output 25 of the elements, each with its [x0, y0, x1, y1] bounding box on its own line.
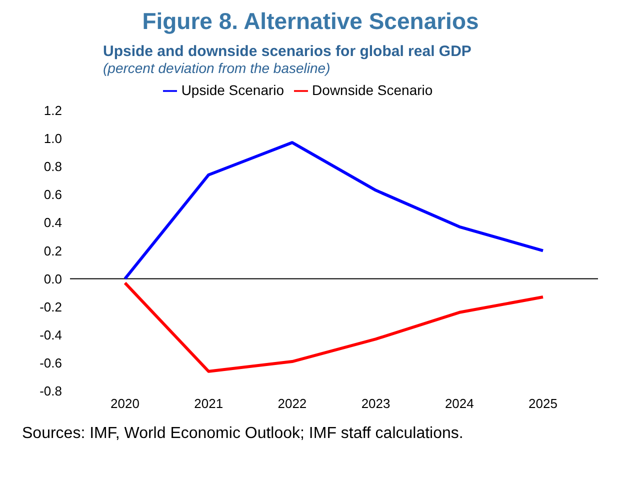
legend-label: Upside Scenario	[181, 82, 284, 98]
y-tick-label: 0.4	[44, 215, 62, 230]
y-tick-label: -0.2	[40, 299, 62, 314]
y-tick-label: 0.8	[44, 159, 62, 174]
line-series	[124, 281, 544, 373]
y-axis-title: (percent deviation from the baseline)	[103, 60, 332, 76]
chart-subtitle: Upside and downside scenarios for global real GDP	[103, 43, 472, 60]
x-tick-label: 2022	[278, 396, 307, 412]
y-tick-label: 1.2	[44, 102, 62, 118]
x-tick-label: 2025	[528, 396, 558, 412]
y-tick-label: -0.6	[40, 356, 62, 371]
chart-title: Figure 8. Alternative Scenarios	[141, 8, 480, 35]
x-tick-label: 2021	[194, 396, 224, 412]
x-tick-label: 2024	[444, 396, 474, 412]
y-tick-label: 0.6	[44, 187, 62, 202]
y-tick-label: -0.8	[40, 384, 62, 399]
y-tick-label: 0.2	[44, 243, 62, 258]
x-tick-label: 2020	[110, 396, 140, 412]
source-note: Sources: IMF, World Economic Outlook; IMF staff calculations.	[22, 425, 464, 443]
y-tick-label: 1.0	[44, 130, 62, 146]
y-tick-label: -0.4	[40, 327, 62, 342]
legend-label: Downside Scenario	[312, 82, 433, 98]
line-series	[124, 141, 544, 280]
x-tick-label: 2023	[361, 396, 390, 412]
y-tick-label: 0.0	[44, 271, 62, 286]
